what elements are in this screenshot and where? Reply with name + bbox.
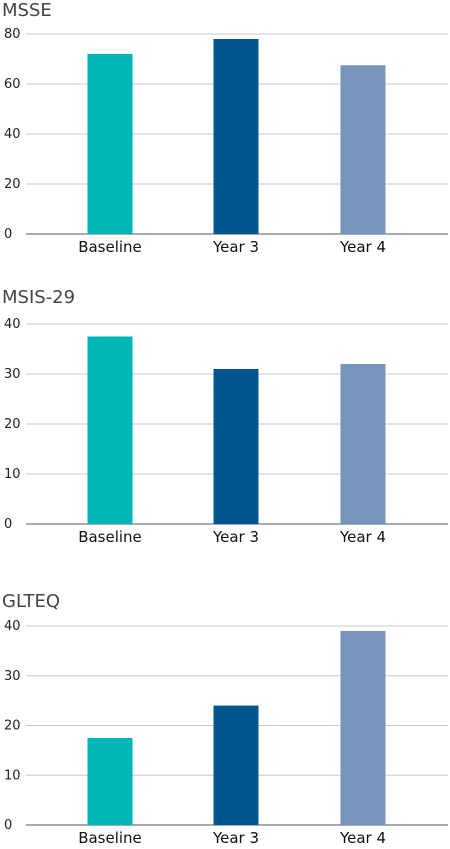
- msse-bar-year-4: [340, 65, 386, 234]
- msis29-y-tick-label: 10: [4, 467, 21, 482]
- msse-y-tick-label: 60: [4, 77, 21, 92]
- msis29-y-tick-label: 0: [4, 517, 12, 532]
- msse-title: MSSE: [2, 0, 52, 21]
- glteq-bar-baseline: [87, 737, 133, 825]
- msis29-y-tick-label: 30: [4, 367, 21, 382]
- msis29-y-tick-label: 20: [4, 417, 21, 432]
- msse-category-label: Baseline: [78, 238, 142, 256]
- msse-y-tick-label: 0: [4, 227, 12, 242]
- msse-y-tick-label: 80: [4, 27, 21, 42]
- glteq-y-tick-label: 40: [4, 619, 21, 634]
- glteq-y-tick-label: 0: [4, 818, 12, 833]
- msis29-category-label: Year 3: [212, 528, 259, 546]
- msse-y-tick-label: 20: [4, 177, 21, 192]
- msis29-category-label: Baseline: [78, 528, 142, 546]
- msis29-bar-year-3: [213, 369, 259, 524]
- glteq-bar-year-4: [340, 630, 386, 825]
- glteq-category-label: Year 3: [212, 829, 259, 847]
- glteq-category-label: Year 4: [339, 829, 386, 847]
- glteq-title: GLTEQ: [2, 591, 61, 612]
- msse-chart: 0 20 40 60 80 Baseline Year 3 Year 4: [4, 27, 448, 256]
- glteq-y-tick-label: 10: [4, 768, 21, 783]
- msis29-chart: 0 10 20 30 40 Baseline Year 3 Year 4: [4, 317, 448, 546]
- glteq-y-tick-label: 20: [4, 719, 21, 734]
- glteq-chart: 0 10 20 30 40 Baseline Year 3 Year 4: [4, 619, 448, 847]
- msse-bar-year-3: [213, 39, 259, 234]
- msis29-bar-baseline: [87, 336, 133, 524]
- msse-bar-baseline: [87, 54, 133, 234]
- glteq-bar-year-3: [213, 705, 259, 825]
- msse-y-tick-label: 40: [4, 127, 21, 142]
- glteq-y-tick-label: 30: [4, 669, 21, 684]
- msis29-category-label: Year 4: [339, 528, 386, 546]
- msse-category-label: Year 4: [339, 238, 386, 256]
- msis29-bar-year-4: [340, 364, 386, 524]
- msis29-title: MSIS-29: [2, 287, 76, 308]
- msis29-y-tick-label: 40: [4, 317, 21, 332]
- glteq-category-label: Baseline: [78, 829, 142, 847]
- msse-category-label: Year 3: [212, 238, 259, 256]
